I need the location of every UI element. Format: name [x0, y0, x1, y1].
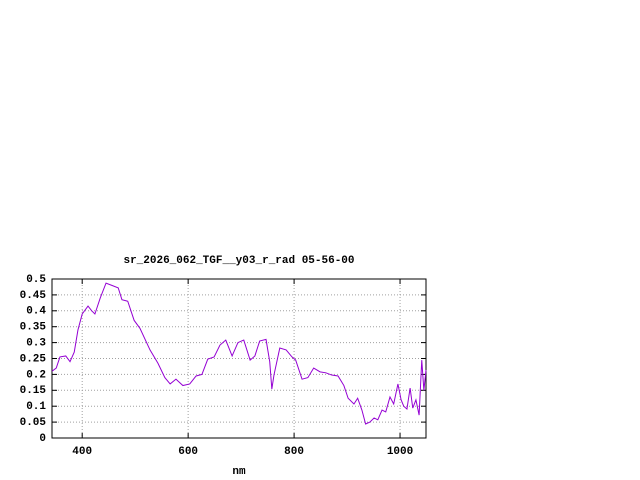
y-tick-label: 0.3 — [26, 338, 46, 350]
x-tick-label: 800 — [284, 446, 304, 458]
y-tick-label: 0.2 — [26, 369, 46, 381]
y-tick-label: 0.25 — [20, 353, 47, 365]
y-tick-label: 0.35 — [20, 322, 47, 334]
y-tick-label: 0.15 — [20, 385, 47, 397]
x-tick-label: 400 — [72, 446, 92, 458]
y-tick-label: 0.5 — [26, 274, 46, 286]
y-tick-label: 0 — [39, 433, 46, 445]
x-axis-label: nm — [232, 466, 246, 478]
y-tick-label: 0.1 — [26, 401, 46, 413]
data-line — [51, 282, 427, 425]
y-tick-label: 0.05 — [20, 417, 47, 429]
plot-frame — [51, 278, 427, 439]
x-tick-label: 600 — [178, 446, 198, 458]
x-tick-label: 1000 — [387, 446, 413, 458]
y-tick-label: 0.45 — [20, 290, 47, 302]
y-tick-label: 0.4 — [26, 306, 46, 318]
chart-title: sr_2026_062_TGF__y03_r_rad 05-56-00 — [123, 255, 354, 267]
